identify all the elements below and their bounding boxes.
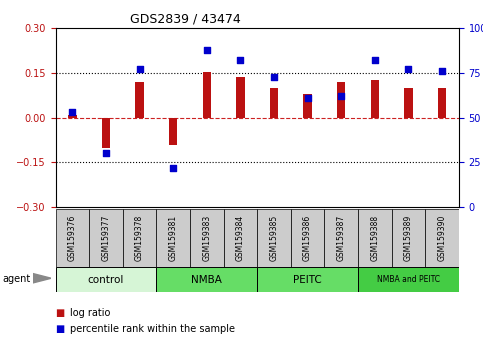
Bar: [358, 267, 459, 292]
Bar: [169, 118, 177, 144]
Text: GDS2839 / 43474: GDS2839 / 43474: [130, 12, 241, 25]
Point: [69, 109, 76, 115]
Polygon shape: [33, 274, 51, 283]
Bar: [89, 209, 123, 267]
Point: [337, 93, 345, 99]
Bar: [123, 209, 156, 267]
Text: ■: ■: [56, 324, 65, 334]
Bar: [270, 88, 278, 118]
Text: GSM159388: GSM159388: [370, 215, 379, 261]
Bar: [56, 267, 156, 292]
Bar: [156, 267, 257, 292]
Text: GSM159390: GSM159390: [438, 215, 447, 261]
Bar: [392, 209, 425, 267]
Text: control: control: [88, 275, 124, 285]
Bar: [102, 118, 110, 148]
Point: [438, 68, 446, 74]
Bar: [370, 80, 379, 118]
Text: GSM159389: GSM159389: [404, 215, 413, 261]
Text: agent: agent: [2, 274, 30, 284]
Bar: [358, 209, 392, 267]
Text: GSM159381: GSM159381: [169, 215, 178, 261]
Point: [270, 74, 278, 79]
Bar: [202, 72, 211, 118]
Text: ■: ■: [56, 308, 65, 318]
Bar: [257, 209, 291, 267]
Bar: [325, 209, 358, 267]
Text: GSM159387: GSM159387: [337, 215, 346, 261]
Bar: [224, 209, 257, 267]
Text: GSM159377: GSM159377: [101, 215, 111, 261]
Point: [405, 67, 412, 72]
Point: [304, 95, 312, 101]
Text: PEITC: PEITC: [293, 275, 322, 285]
Bar: [337, 82, 345, 118]
Bar: [257, 267, 358, 292]
Bar: [135, 82, 144, 118]
Point: [371, 58, 379, 63]
Text: log ratio: log ratio: [70, 308, 111, 318]
Point: [237, 58, 244, 63]
Point: [136, 67, 143, 72]
Point: [102, 151, 110, 156]
Bar: [404, 88, 412, 118]
Text: GSM159383: GSM159383: [202, 215, 211, 261]
Text: GSM159378: GSM159378: [135, 215, 144, 261]
Bar: [236, 78, 244, 118]
Text: NMBA and PEITC: NMBA and PEITC: [377, 275, 440, 284]
Bar: [190, 209, 224, 267]
Bar: [438, 88, 446, 118]
Point: [203, 47, 211, 53]
Point: [170, 165, 177, 171]
Bar: [156, 209, 190, 267]
Text: NMBA: NMBA: [191, 275, 222, 285]
Text: GSM159376: GSM159376: [68, 215, 77, 261]
Bar: [291, 209, 325, 267]
Bar: [56, 209, 89, 267]
Bar: [68, 115, 76, 118]
Text: GSM159384: GSM159384: [236, 215, 245, 261]
Text: GSM159386: GSM159386: [303, 215, 312, 261]
Bar: [425, 209, 459, 267]
Bar: [303, 94, 312, 118]
Text: percentile rank within the sample: percentile rank within the sample: [70, 324, 235, 334]
Text: GSM159385: GSM159385: [270, 215, 279, 261]
